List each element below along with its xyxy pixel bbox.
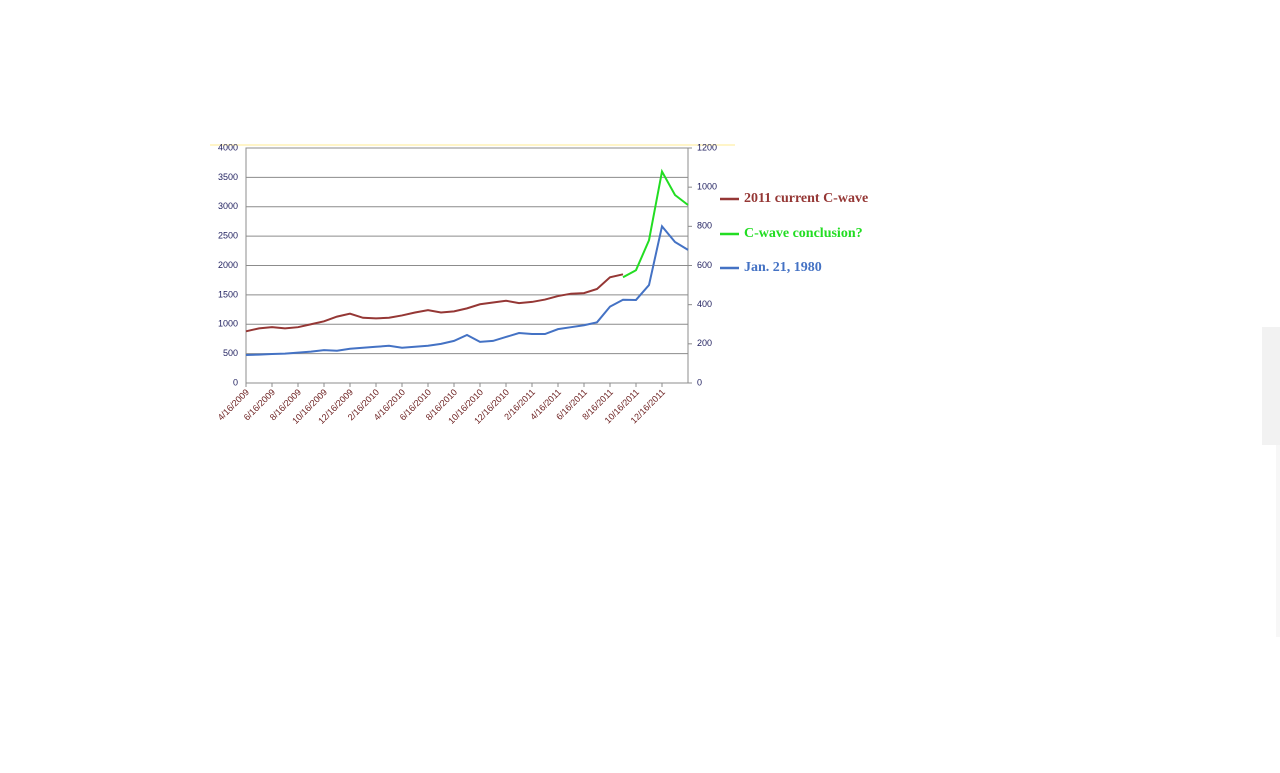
- y-tick-label: 2500: [218, 231, 238, 241]
- scroll-track: [1276, 445, 1280, 637]
- series-line: [622, 168, 689, 279]
- plot-border: [245, 147, 689, 384]
- legend-label: 2011 current C-wave: [744, 191, 868, 206]
- y-tick-label: 0: [233, 377, 238, 387]
- legend-label: C-wave conclusion?: [744, 226, 863, 241]
- y2-tick-label: 400: [697, 299, 712, 309]
- y2-tick-label: 0: [697, 377, 702, 387]
- y2-tick-label: 1000: [697, 182, 717, 192]
- y-tick-label: 3500: [218, 172, 238, 182]
- y-tick-label: 500: [223, 348, 238, 358]
- plot-area: 0 500 1000 1500 2000 2500 3000 3500 4000 0 200 400 6…: [216, 142, 717, 426]
- y-tick-label: 4000: [218, 142, 238, 152]
- y-tick-label: 1000: [218, 319, 238, 329]
- y2-tick-label: 1200: [697, 142, 717, 152]
- y2-tick-label: 600: [697, 260, 712, 270]
- series-line: [245, 224, 689, 356]
- y-tick-label: 1500: [218, 289, 238, 299]
- y2-tick-label: 200: [697, 338, 712, 348]
- legend-label: Jan. 21, 1980: [744, 260, 822, 275]
- scrollbar[interactable]: [1262, 327, 1280, 445]
- y2-tick-label: 800: [697, 221, 712, 231]
- y-tick-label: 2000: [218, 260, 238, 270]
- series-line: [245, 273, 624, 333]
- y-tick-label: 3000: [218, 201, 238, 211]
